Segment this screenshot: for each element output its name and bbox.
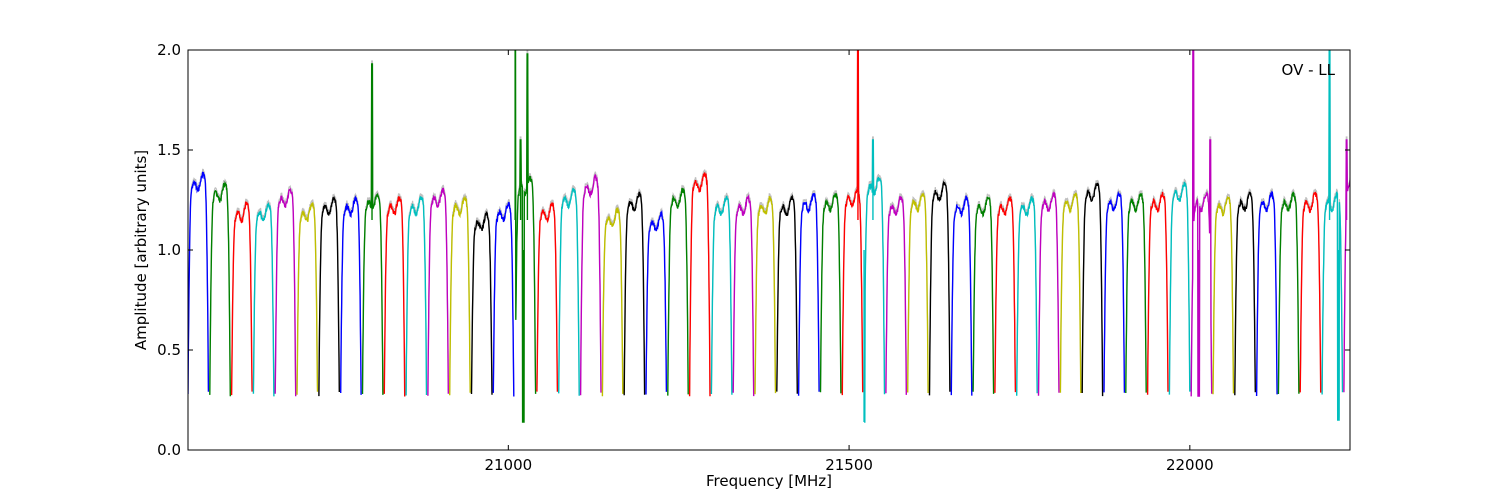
channel-line-15 — [514, 50, 537, 423]
channel-line-43 — [1125, 192, 1147, 394]
channel-line-29 — [819, 193, 842, 394]
channel-line-34 — [928, 180, 951, 396]
channel-line-38 — [1016, 196, 1038, 396]
y-axis-label: Amplitude [arbitrary units] — [132, 150, 150, 350]
channel-line-5 — [296, 202, 319, 395]
channel-line-44 — [1146, 191, 1169, 395]
channel-line-0 — [188, 171, 210, 395]
raw-channel-line-31 — [864, 136, 886, 420]
channel-line-35 — [950, 195, 973, 396]
channel-line-48 — [1234, 191, 1256, 396]
channel-line-30 — [841, 50, 864, 396]
tick-group: 21000 21500 22000 0.0 0.5 1.0 1.5 2.0 — [157, 41, 1350, 474]
y-tick-label-0: 0.0 — [157, 441, 181, 459]
channel-line-22 — [667, 187, 689, 396]
channel-line-53 — [1343, 139, 1350, 393]
channel-line-39 — [1037, 191, 1060, 396]
channel-line-40 — [1059, 192, 1082, 394]
channel-line-46 — [1190, 50, 1213, 397]
channel-line-27 — [776, 194, 798, 394]
channel-line-25 — [732, 193, 755, 397]
channel-line-16 — [536, 201, 559, 392]
channel-line-31 — [864, 139, 886, 423]
channel-line-32 — [885, 196, 907, 395]
channel-line-6 — [318, 195, 340, 397]
channel-line-47 — [1212, 196, 1235, 395]
chart-annotation: OV - LL — [1282, 61, 1336, 79]
channel-line-50 — [1277, 191, 1300, 395]
channel-line-17 — [558, 187, 580, 396]
raw-channel-line-13 — [470, 208, 493, 392]
channel-line-9 — [383, 196, 406, 397]
x-axis-label: Frequency [MHz] — [706, 472, 832, 490]
channel-line-21 — [645, 209, 668, 395]
channel-line-24 — [710, 195, 733, 395]
raw-channel-line-26 — [754, 193, 777, 392]
channel-line-42 — [1103, 190, 1126, 393]
channel-line-45 — [1168, 181, 1191, 395]
channel-line-4 — [274, 187, 297, 397]
y-tick-label-2: 1.0 — [157, 241, 181, 259]
channel-line-19 — [601, 207, 624, 397]
channel-line-41 — [1081, 182, 1104, 397]
channel-line-33 — [907, 192, 929, 394]
channel-line-52 — [1321, 50, 1344, 421]
channel-line-37 — [994, 196, 1017, 393]
channel-line-7 — [340, 195, 362, 395]
plot-area — [188, 50, 1386, 423]
channel-line-18 — [579, 173, 602, 396]
raw-channel-line-15 — [514, 50, 537, 420]
channel-line-13 — [470, 211, 493, 395]
x-tick-label-1: 21500 — [825, 456, 873, 474]
y-tick-label-1: 0.5 — [157, 341, 181, 359]
channel-line-49 — [1255, 190, 1278, 397]
channel-line-10 — [405, 196, 428, 396]
channel-line-1 — [209, 180, 231, 397]
channel-line-26 — [754, 195, 777, 395]
channel-line-14 — [492, 201, 515, 397]
channel-line-2 — [230, 200, 253, 396]
channel-line-28 — [797, 192, 820, 396]
channel-line-23 — [688, 172, 711, 397]
raw-channel-line-54 — [1366, 180, 1386, 393]
channel-line-54 — [1366, 183, 1386, 396]
channel-line-11 — [427, 187, 449, 396]
y-tick-label-3: 1.5 — [157, 141, 181, 159]
x-tick-label-0: 21000 — [484, 456, 532, 474]
channel-line-36 — [972, 196, 995, 394]
x-tick-label-2: 22000 — [1166, 456, 1214, 474]
y-tick-label-4: 2.0 — [157, 41, 181, 59]
channel-line-51 — [1299, 191, 1322, 393]
channel-line-3 — [252, 201, 275, 397]
channel-line-12 — [449, 195, 471, 396]
channel-line-20 — [623, 191, 646, 396]
